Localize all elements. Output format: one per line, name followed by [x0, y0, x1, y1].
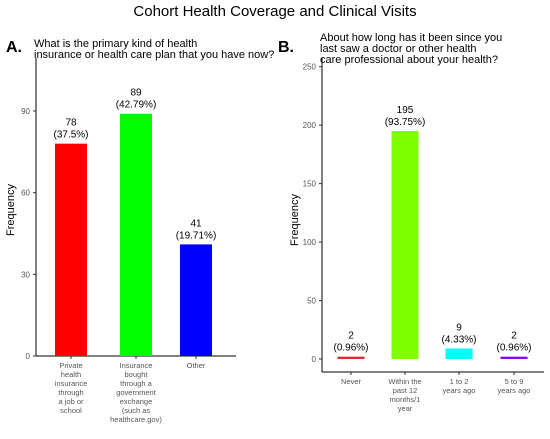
x-tick-label-line: years ago: [443, 386, 476, 395]
x-tick-label: Other: [187, 361, 206, 370]
bar-value-label: 89: [130, 88, 142, 99]
x-tick-label: 5 to 9 years ago: [498, 377, 531, 395]
bar-percent-label: (93.75%): [385, 117, 426, 128]
bar: [500, 356, 528, 359]
x-tick-label-line: year: [398, 404, 413, 413]
x-tick-label-line: school: [60, 406, 82, 415]
x-tick-label: Never: [341, 377, 362, 386]
bar-percent-label: (0.96%): [333, 343, 368, 354]
x-tick-label-line: years ago: [498, 386, 531, 395]
bar: [391, 130, 419, 359]
bar-value-label: 78: [65, 118, 77, 129]
y-axis-title: Frequency: [289, 194, 301, 246]
bar-percent-label: (19.71%): [176, 230, 217, 241]
bar: [445, 348, 473, 359]
panel-b: B. About how long has it been since you la…: [278, 32, 544, 413]
bar-value-label: 2: [348, 331, 354, 342]
x-tick-label-line: months/1: [390, 395, 421, 404]
x-tick-label: Within the past 12 months/1 year: [388, 377, 421, 413]
y-tick-label: 150: [303, 180, 317, 189]
y-tick-label: 250: [303, 63, 317, 72]
x-tick-label: Private health insurance through a job or sch…: [55, 361, 88, 415]
x-tick-label-line: a job or: [58, 397, 84, 406]
bar: [55, 143, 87, 356]
x-tick-label-line: through: [58, 388, 83, 397]
figure-title: Cohort Health Coverage and Clinical Visi…: [133, 3, 416, 20]
bar-percent-label: (0.96%): [496, 343, 531, 354]
y-tick-label: 90: [21, 107, 30, 116]
bar-percent-label: (37.5%): [53, 130, 88, 141]
x-tick-label-line: (such as: [122, 406, 151, 415]
x-tick-label-line: past 12: [393, 386, 418, 395]
panel-title-line: care professional about your health?: [320, 54, 498, 66]
x-tick-label-line: health: [61, 370, 81, 379]
x-tick-label-line: bought: [125, 370, 149, 379]
x-tick-label-line: Other: [187, 361, 206, 370]
x-tick-label-line: Never: [341, 377, 362, 386]
panel-title-line: What is the primary kind of health: [34, 38, 197, 50]
x-tick-label-line: insurance: [55, 379, 88, 388]
panel-title-line: insurance or health care plan that you h…: [34, 49, 274, 61]
panel-label: A.: [6, 39, 22, 56]
y-tick-label: 100: [303, 238, 317, 247]
x-tick-label-line: through a: [120, 379, 153, 388]
x-tick-label-line: government: [116, 388, 157, 397]
y-tick-label: 200: [303, 121, 317, 130]
panel-label: B.: [278, 39, 294, 56]
bar: [180, 244, 212, 356]
bar-value-label: 2: [511, 331, 517, 342]
x-tick-label: Insurance bought through a government exchan…: [110, 361, 162, 424]
panel-title: What is the primary kind of health insura…: [34, 38, 274, 61]
x-tick-label-line: 5 to 9: [505, 377, 524, 386]
y-tick-label: 60: [21, 189, 30, 198]
bar-value-label: 9: [456, 322, 462, 333]
panel-a: A. What is the primary kind of health insu…: [5, 38, 274, 424]
bar-percent-label: (42.79%): [116, 100, 157, 111]
x-tick-label-line: Within the: [388, 377, 421, 386]
y-tick-label: 0: [312, 355, 317, 364]
x-tick-label-line: 1 to 2: [450, 377, 469, 386]
x-tick-label-line: healthcare.gov): [110, 415, 162, 424]
bar-value-label: 41: [190, 218, 202, 229]
bar-percent-label: (4.33%): [441, 334, 476, 345]
panel-title-line: About how long has it been since you: [320, 32, 502, 44]
x-tick-label-line: exchange: [120, 397, 153, 406]
y-tick-label: 0: [26, 352, 31, 361]
x-tick-label-line: Insurance: [120, 361, 153, 370]
x-tick-label-line: Private: [59, 361, 82, 370]
bar: [337, 356, 365, 359]
bar-value-label: 195: [397, 105, 414, 116]
panel-title: About how long has it been since you last…: [320, 32, 502, 66]
x-tick-label: 1 to 2 years ago: [443, 377, 476, 395]
y-axis-title: Frequency: [5, 184, 17, 236]
bar: [120, 113, 152, 356]
y-tick-label: 50: [307, 297, 316, 306]
y-tick-label: 30: [21, 270, 30, 279]
panel-title-line: last saw a doctor or other health: [320, 43, 477, 55]
